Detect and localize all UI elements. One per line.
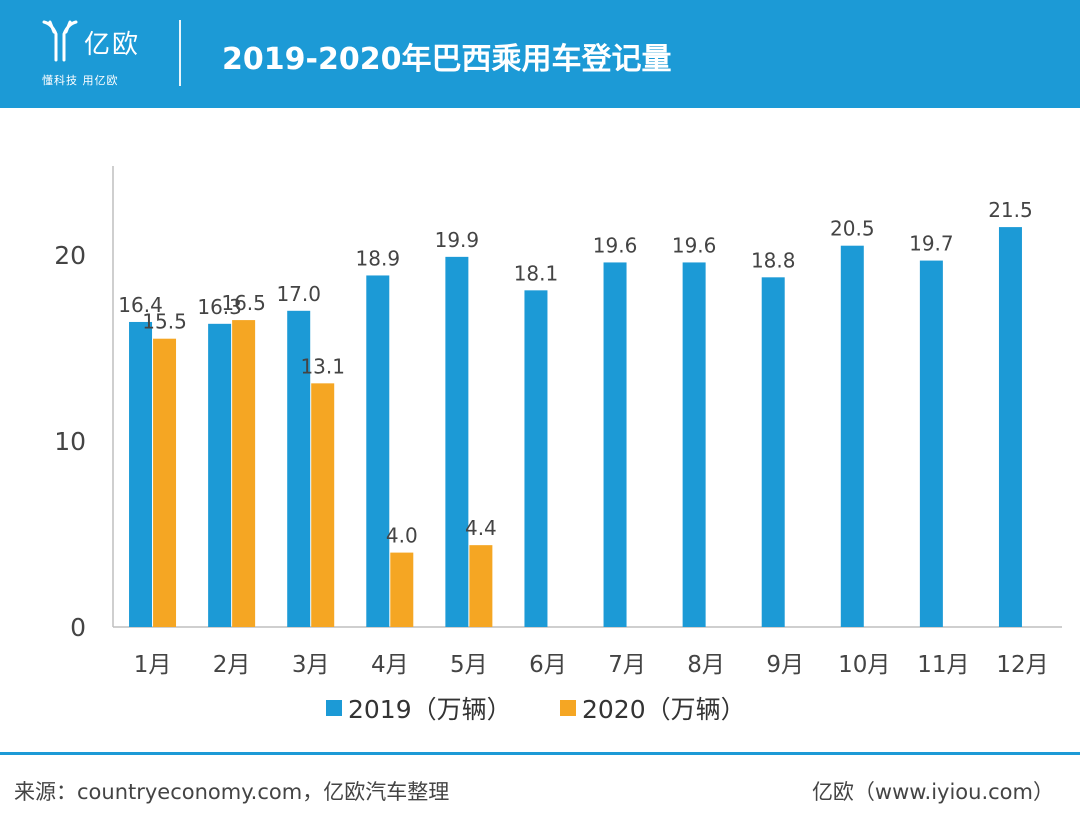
page-title: 2019-2020年巴西乘用车登记量: [222, 42, 672, 77]
data-label: 20.5: [830, 217, 875, 241]
bar-2020: [232, 320, 256, 627]
footer-divider: [0, 752, 1080, 755]
bar-2020: [469, 545, 493, 627]
x-tick-label: 10月: [838, 652, 890, 678]
data-label: 19.6: [593, 233, 638, 257]
data-label: 13.1: [300, 354, 345, 378]
bar-2019: [840, 245, 864, 627]
x-tick-label: 5月: [450, 652, 488, 678]
x-tick-label: 12月: [996, 652, 1048, 678]
data-label: 18.1: [514, 261, 559, 285]
data-label: 17.0: [276, 282, 321, 306]
brand-slogan: 懂科技 用亿欧: [42, 74, 119, 87]
x-tick-label: 9月: [766, 652, 804, 678]
data-label: 18.9: [356, 246, 401, 270]
data-label: 21.5: [988, 198, 1033, 222]
x-tick-label: 3月: [292, 652, 330, 678]
y-tick-label: 10: [54, 427, 86, 456]
bar-2020: [311, 383, 335, 627]
legend-label-2020: 2020（万辆）: [582, 695, 746, 724]
bar-2019: [445, 256, 469, 627]
x-tick-label: 1月: [134, 652, 172, 678]
footer-brand: 亿欧（www.iyiou.com）: [811, 780, 1054, 804]
data-label: 4.4: [465, 516, 497, 540]
data-label: 19.9: [435, 228, 480, 252]
yiou-logo-icon: [42, 20, 78, 62]
data-label: 16.3: [197, 295, 242, 319]
bar-2019: [998, 227, 1022, 627]
legend-item-2019: 2019（万辆）: [326, 690, 512, 726]
bar-2019: [761, 277, 785, 627]
data-label: 16.5: [221, 291, 266, 315]
bar-2019: [208, 323, 232, 627]
x-tick-label: 8月: [687, 652, 725, 678]
bar-2019: [919, 260, 943, 627]
x-tick-label: 11月: [917, 652, 969, 678]
legend-swatch-2019: [326, 700, 342, 716]
data-label: 19.6: [672, 233, 717, 257]
header-divider: [179, 20, 181, 86]
legend-item-2020: 2020（万辆）: [560, 690, 746, 726]
bar-2019: [524, 290, 548, 627]
bar-2020: [153, 338, 177, 627]
bar-2019: [287, 310, 311, 627]
source-note: 来源：countryeconomy.com，亿欧汽车整理: [14, 780, 450, 804]
header-banner: 亿欧 懂科技 用亿欧 2019-2020年巴西乘用车登记量: [0, 0, 1080, 108]
bar-2020: [390, 552, 414, 627]
bar-2019: [129, 321, 153, 627]
y-tick-label: 20: [54, 241, 86, 270]
data-label: 4.0: [386, 524, 418, 548]
brand-name: 亿欧: [84, 30, 141, 60]
data-label: 19.7: [909, 232, 954, 256]
legend-swatch-2020: [560, 700, 576, 716]
x-tick-label: 2月: [213, 652, 251, 678]
legend-label-2019: 2019（万辆）: [348, 695, 512, 724]
data-label: 15.5: [142, 310, 187, 334]
data-label: 18.8: [751, 248, 796, 272]
bar-2019: [366, 275, 390, 627]
chart-legend: 2019（万辆） 2020（万辆）: [0, 690, 1080, 730]
x-tick-label: 7月: [608, 652, 646, 678]
data-label: 16.4: [118, 293, 163, 317]
bar-2019: [603, 262, 627, 627]
bar-chart: 0 10 20 16.415.5 1月 16.316.5 2月 17.0 13.1 3月 18.9 4…: [54, 166, 1062, 678]
bar-2019: [682, 262, 706, 627]
x-tick-label: 4月: [371, 652, 409, 678]
x-tick-label: 6月: [529, 652, 567, 678]
y-tick-label: 0: [70, 613, 86, 642]
